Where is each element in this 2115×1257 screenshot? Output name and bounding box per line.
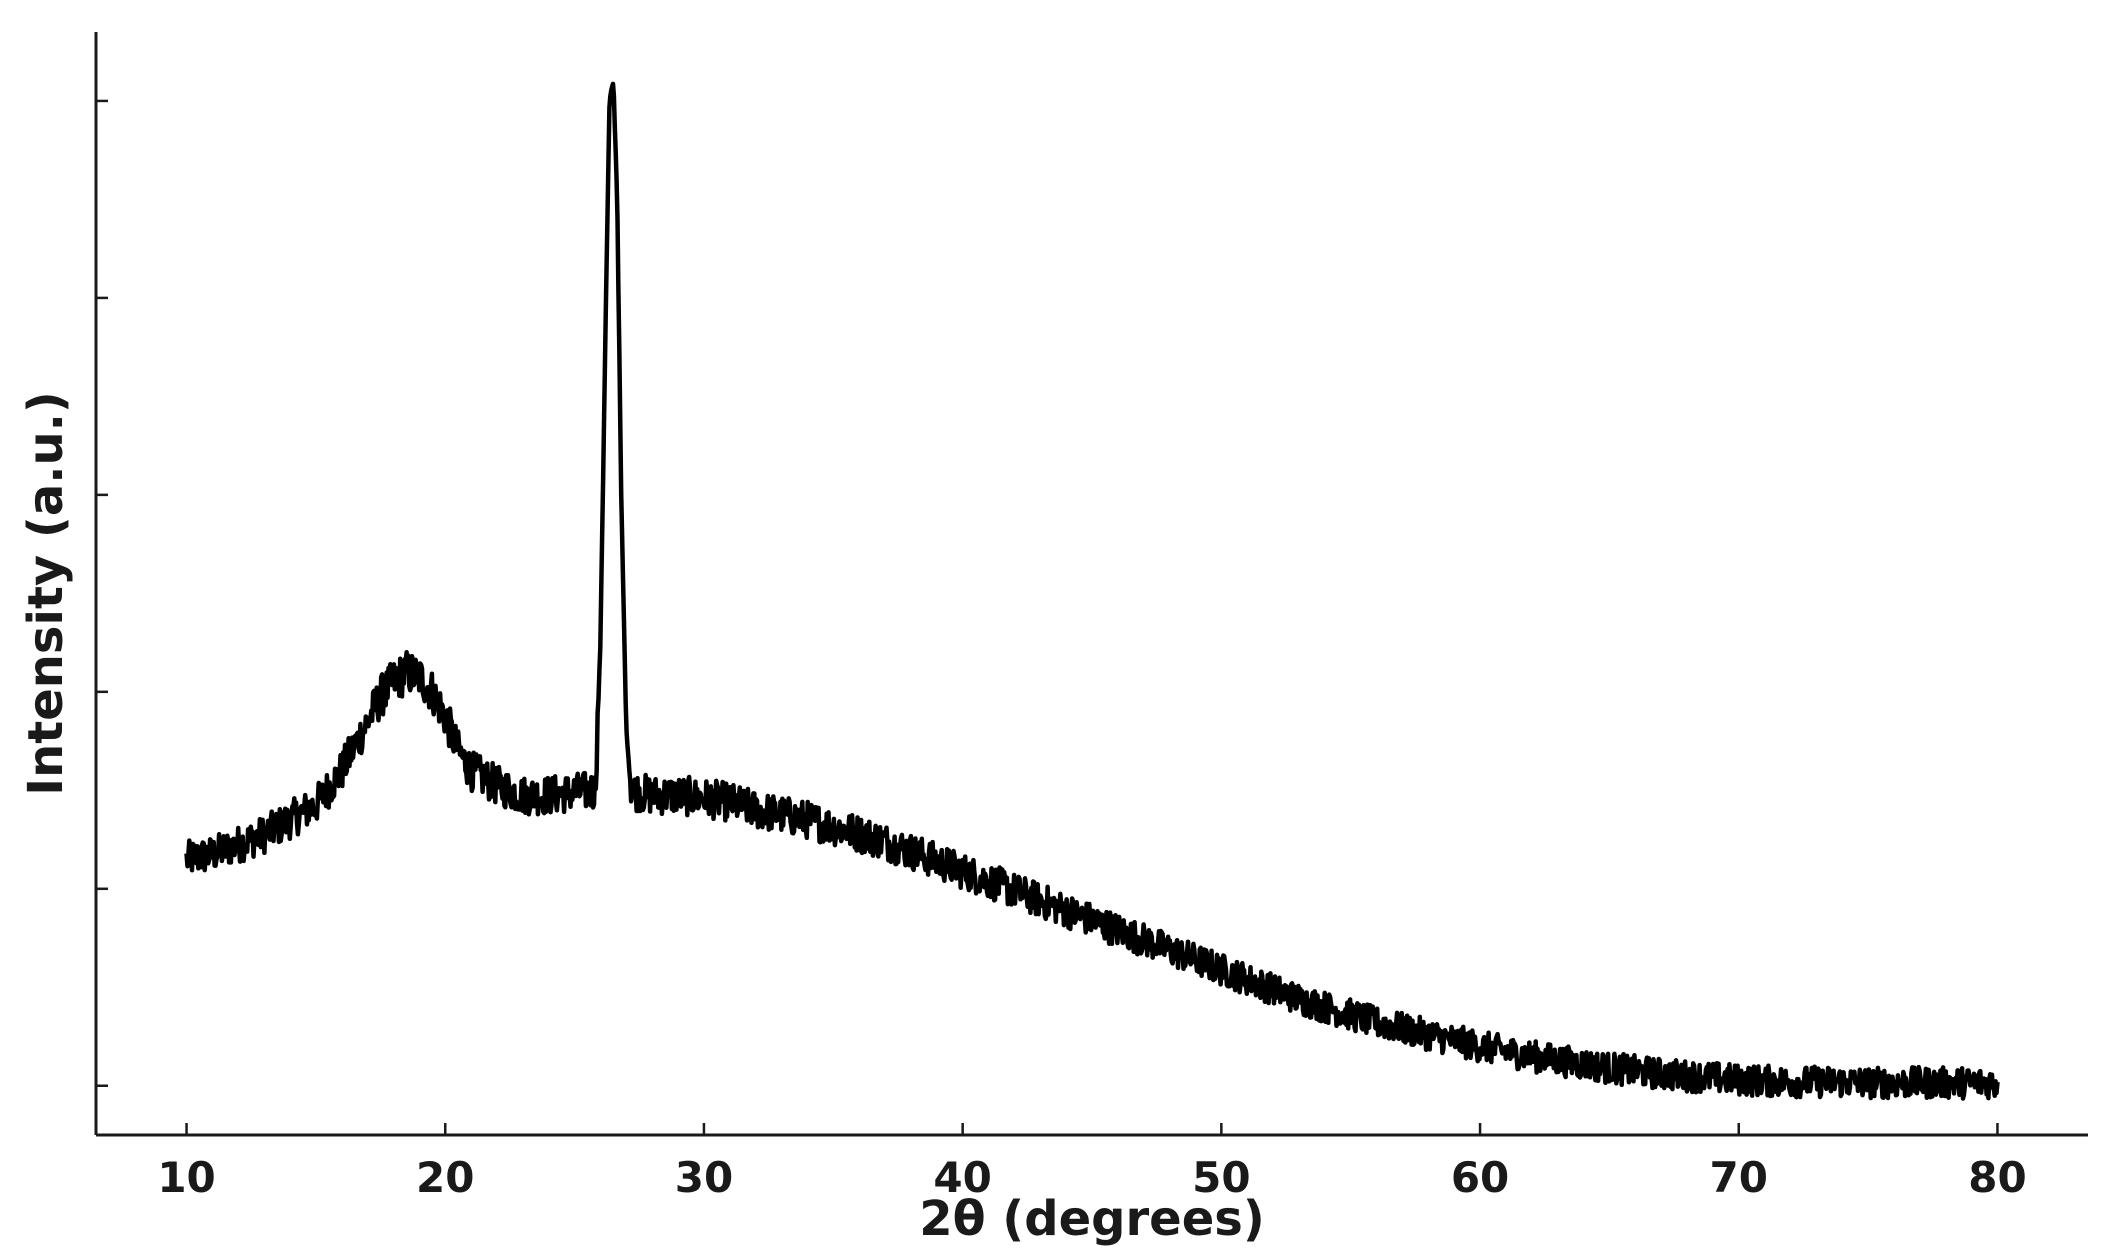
x-axis-ticks: 10 20 30 40 50 60 70 80 [157, 1123, 2027, 1202]
plot-area [184, 81, 2000, 1101]
axes [94, 32, 2088, 1137]
y-axis-ticks [96, 99, 108, 1088]
x-tick-label-40: 40 [933, 1153, 991, 1202]
x-tick-label-30: 30 [675, 1153, 733, 1202]
x-axis-label: 2θ (degrees) [919, 1191, 1265, 1247]
y-axis-label: Intensity (a.u.) [18, 391, 74, 796]
series-line-0 [184, 81, 2000, 1101]
x-tick-label-60: 60 [1451, 1153, 1509, 1202]
x-tick-label-50: 50 [1192, 1153, 1250, 1202]
x-tick-label-10: 10 [157, 1153, 215, 1202]
x-tick-label-20: 20 [416, 1153, 474, 1202]
x-tick-label-70: 70 [1710, 1153, 1768, 1202]
x-tick-label-80: 80 [1968, 1153, 2026, 1202]
